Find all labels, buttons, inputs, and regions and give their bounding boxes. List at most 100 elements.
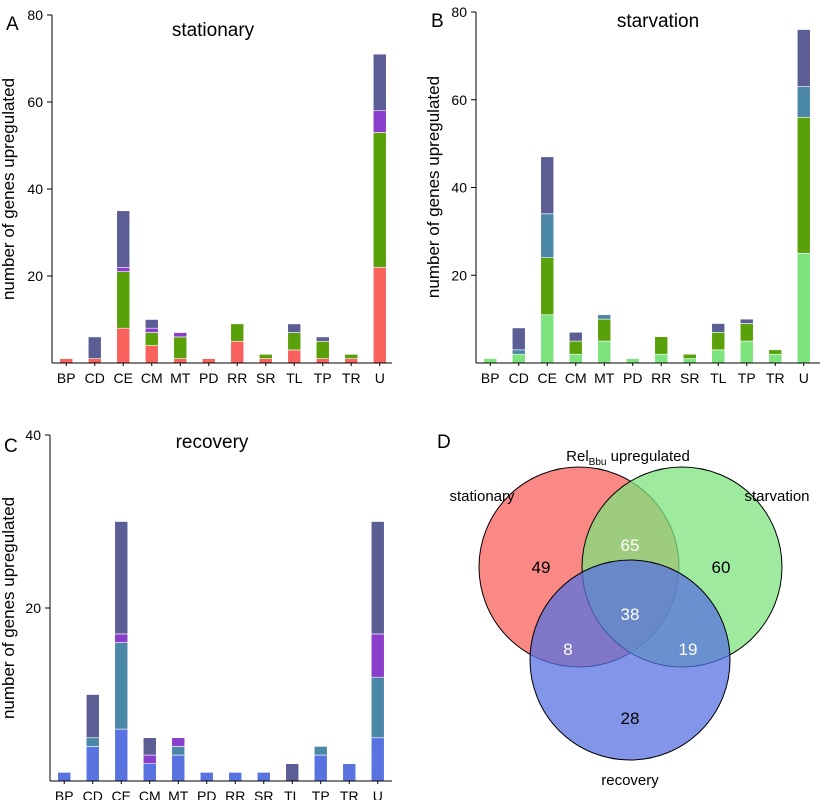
venn-count-stationary-starvation: 65 <box>621 536 640 555</box>
bar-segment-tp-0 <box>315 358 330 364</box>
x-tick-rr: RR <box>225 788 245 800</box>
bar-segment-tp-1 <box>315 340 330 359</box>
y-tick-60: 60 <box>27 94 43 110</box>
bar-segment-rr-1 <box>230 323 245 342</box>
bar-segment-bp-0 <box>57 772 72 782</box>
venn-circle-recovery <box>529 559 731 761</box>
bar-segment-u-1 <box>796 117 811 254</box>
y-axis-label: number of genes upregulated <box>424 76 443 298</box>
bar-segment-tr-0 <box>342 763 357 782</box>
y-tick-40: 40 <box>25 427 41 443</box>
x-tick-mt: MT <box>168 788 189 800</box>
x-tick-tl: TL <box>710 370 727 386</box>
bar-segment-cm-0 <box>142 763 157 782</box>
bar-segment-ce-1 <box>540 257 555 316</box>
bar-segment-bp-0 <box>483 358 498 364</box>
y-tick-20: 20 <box>25 600 41 616</box>
bar-segment-u-3 <box>796 29 811 87</box>
bar-segment-pd-0 <box>199 772 214 782</box>
bar-segment-cm-3 <box>568 331 583 342</box>
bar-segment-u-1 <box>370 676 385 739</box>
bar-segment-ce-0 <box>114 728 129 782</box>
x-tick-cd: CD <box>83 788 103 800</box>
bar-segment-tr-1 <box>768 349 783 355</box>
x-tick-rr: RR <box>227 370 247 386</box>
x-tick-tp: TP <box>314 370 332 386</box>
x-tick-tr: TR <box>766 370 785 386</box>
bar-segment-tr-1 <box>344 353 359 359</box>
x-tick-tl: TL <box>284 788 301 800</box>
bar-segment-u-3 <box>372 53 387 112</box>
bar-segment-rr-1 <box>654 336 669 355</box>
x-tick-tr: TR <box>342 370 361 386</box>
bar-segment-pd-0 <box>201 358 216 364</box>
bar-segment-tl-0 <box>711 349 726 364</box>
bar-segment-cd-0 <box>85 746 100 782</box>
venn-count-recovery-only: 28 <box>621 709 640 728</box>
x-tick-rr: RR <box>651 370 671 386</box>
x-tick-sr: SR <box>254 788 273 800</box>
bar-segment-tp-0 <box>739 340 754 364</box>
x-tick-mt: MT <box>170 370 191 386</box>
x-tick-tp: TP <box>738 370 756 386</box>
venn-title: RelBbu upregulated <box>566 448 690 468</box>
x-tick-sr: SR <box>256 370 275 386</box>
x-tick-ce: CE <box>114 370 133 386</box>
x-tick-cd: CD <box>85 370 105 386</box>
bar-segment-cd-2 <box>511 349 526 355</box>
bar-segment-tp-3 <box>315 336 330 342</box>
bar-segment-u-0 <box>370 737 385 782</box>
x-tick-u: U <box>375 370 385 386</box>
bar-segment-rr-0 <box>230 340 245 364</box>
x-tick-bp: BP <box>55 788 74 800</box>
bar-segment-cm-3 <box>142 737 157 756</box>
venn-count-stationary-only: 49 <box>532 558 551 577</box>
bar-segment-ce-2 <box>116 266 131 272</box>
bar-segment-u-0 <box>796 253 811 364</box>
bar-segment-ce-3 <box>540 156 555 215</box>
bar-segment-mt-1 <box>171 746 186 756</box>
bar-segment-tl-3 <box>285 763 300 782</box>
x-tick-tp: TP <box>312 788 330 800</box>
venn-label-recovery: recovery <box>601 772 659 789</box>
y-tick-60: 60 <box>451 92 467 108</box>
x-tick-u: U <box>373 788 383 800</box>
bar-segment-mt-0 <box>597 340 612 364</box>
y-tick-20: 20 <box>27 268 43 284</box>
bar-segment-cm-0 <box>144 345 159 364</box>
bar-segment-tl-3 <box>287 323 302 333</box>
x-tick-sr: SR <box>680 370 699 386</box>
bar-segment-cm-2 <box>142 754 157 764</box>
y-axis-label: number of genes upregulated <box>0 78 18 300</box>
bar-segment-ce-0 <box>116 327 131 364</box>
bar-segment-tr-0 <box>344 358 359 364</box>
venn-count-all: 38 <box>621 605 640 624</box>
chart-title: stationary <box>172 20 255 41</box>
bar-segment-mt-0 <box>173 358 188 364</box>
x-tick-cm: CM <box>565 370 587 386</box>
bar-segment-tr-0 <box>768 353 783 364</box>
bar-segment-cm-1 <box>144 332 159 346</box>
bar-segment-sr-1 <box>258 353 273 359</box>
chart-title: starvation <box>617 11 699 32</box>
y-tick-40: 40 <box>451 180 467 196</box>
bar-segment-ce-2 <box>540 213 555 258</box>
bar-segment-ce-1 <box>116 271 131 329</box>
y-tick-20: 20 <box>451 267 467 283</box>
y-tick-80: 80 <box>27 7 43 23</box>
bar-segment-sr-0 <box>258 358 273 364</box>
venn-label-stationary: stationary <box>449 488 515 505</box>
bar-segment-mt-1 <box>173 336 188 359</box>
bar-segment-mt-2 <box>597 314 612 320</box>
y-tick-40: 40 <box>27 181 43 197</box>
bar-segment-tl-0 <box>287 349 302 364</box>
panel-venn-diagram: D RelBbu upregulated stationary starvati… <box>437 432 810 789</box>
bar-segment-tl-1 <box>711 331 726 351</box>
bar-segment-pd-0 <box>625 358 640 364</box>
bar-segment-cm-3 <box>144 319 159 329</box>
bar-segment-ce-0 <box>540 314 555 364</box>
bar-segment-cd-3 <box>87 336 102 359</box>
